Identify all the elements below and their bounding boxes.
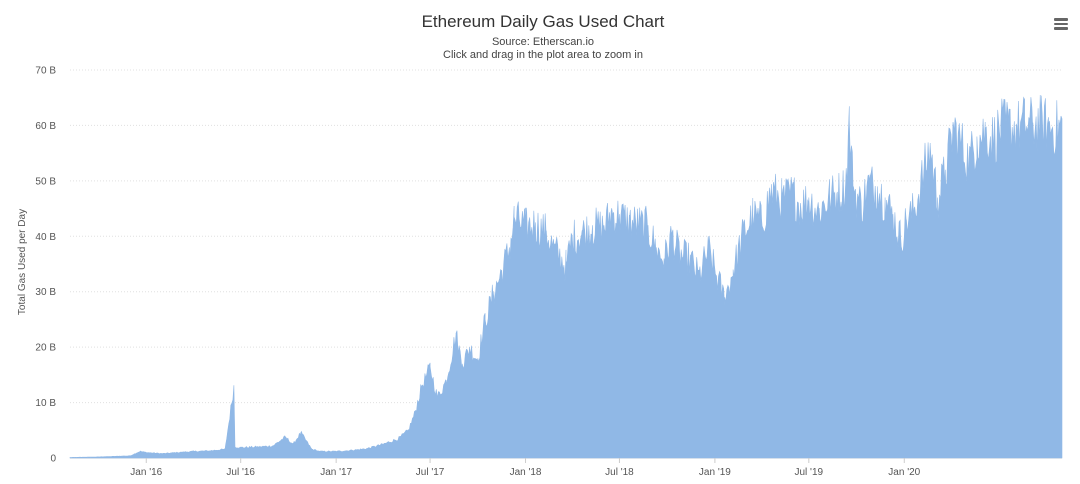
y-tick-label: 20 B — [35, 343, 56, 354]
y-tick-label: 30 B — [35, 287, 56, 298]
y-tick-label: 50 B — [35, 176, 56, 187]
plot-area[interactable] — [69, 94, 1063, 459]
y-tick-label: 10 B — [35, 398, 56, 409]
chart-menu-button[interactable] — [1050, 14, 1072, 34]
y-tick-label: 0 — [50, 454, 56, 465]
y-tick-label: 60 B — [35, 121, 56, 132]
y-axis: 0 10 B 20 B 30 B 40 B 50 B 60 B 70 B — [35, 66, 56, 465]
menu-bar — [1054, 22, 1068, 25]
x-axis: Jan '16 Jul '16 Jan '17 Jul '17 Jan '18 Jul '… — [130, 458, 921, 478]
x-tick-label: Jan '18 — [510, 467, 542, 478]
area-series — [69, 94, 1063, 459]
x-tick-label: Jan '19 — [699, 467, 731, 478]
x-tick-label: Jan '17 — [320, 467, 352, 478]
menu-bar — [1054, 27, 1068, 30]
chart-instruction: Click and drag in the plot area to zoom … — [443, 49, 643, 61]
x-tick-label: Jul '19 — [795, 467, 824, 478]
menu-bar — [1054, 18, 1068, 21]
chart-subtitle: Source: Etherscan.io — [492, 36, 594, 48]
x-tick-label: Jul '18 — [605, 467, 634, 478]
chart-title: Ethereum Daily Gas Used Chart — [422, 12, 665, 31]
x-tick-label: Jul '17 — [416, 467, 445, 478]
x-tick-label: Jul '16 — [226, 467, 255, 478]
y-tick-label: 40 B — [35, 232, 56, 243]
y-tick-label: 70 B — [35, 66, 56, 77]
x-tick-label: Jan '20 — [888, 467, 920, 478]
y-axis-title: Total Gas Used per Day — [17, 209, 28, 315]
x-tick-label: Jan '16 — [130, 467, 162, 478]
